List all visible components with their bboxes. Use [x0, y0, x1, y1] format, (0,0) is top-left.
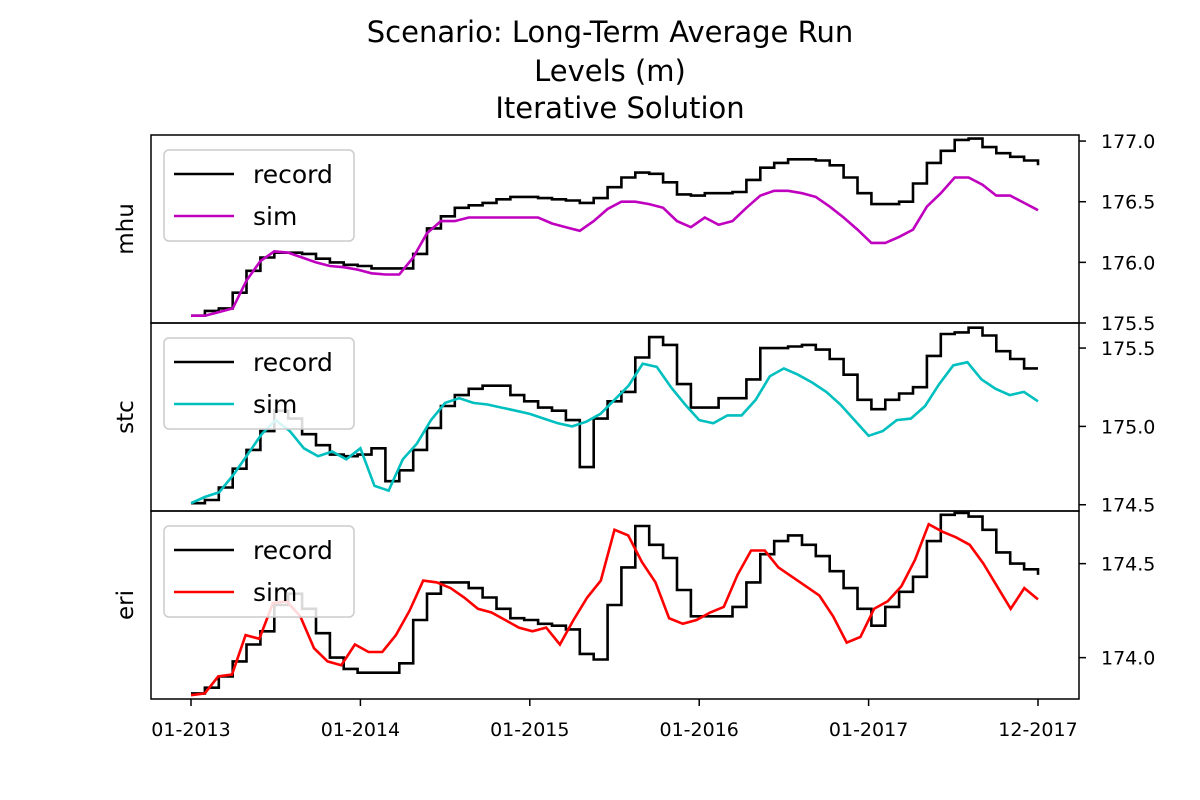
series-eri-sim	[190, 522, 1039, 697]
x-tick-label-0: 01-2013	[151, 719, 230, 741]
series-group-mhu	[191, 137, 1040, 317]
x-axis: 01-2013 01-2014 01-2015 01-2016 01-2017 12-20…	[151, 699, 1078, 741]
title-line-2: Levels (m)	[534, 54, 686, 88]
legend-label-mhu-record: record	[253, 160, 333, 189]
series-mhu-record	[191, 137, 1040, 317]
y-tick-label-eri-0: 174.0	[1101, 648, 1155, 670]
panels: mhu 175.5 176.0 176.5 177.0 record sim stc 174.5…	[113, 131, 1155, 700]
panel-eri: eri 174.0 174.5 record sim	[113, 510, 1155, 700]
x-tick-label-1: 01-2014	[321, 719, 400, 741]
y-tick-label-stc-2: 175.5	[1101, 338, 1155, 360]
series-group-stc	[190, 326, 1039, 505]
legend-label-mhu-sim: sim	[253, 202, 297, 231]
legend-label-stc-record: record	[253, 348, 333, 377]
y-axis-label-eri: eri	[113, 590, 139, 620]
axes-frame-eri	[150, 510, 1080, 700]
x-tick-label-4: 01-2017	[829, 719, 908, 741]
series-stc-sim	[190, 360, 1039, 505]
legend-label-stc-sim: sim	[253, 390, 297, 419]
legend-stc: record sim	[163, 337, 355, 430]
y-tick-label-mhu-3: 177.0	[1101, 131, 1155, 153]
legend-eri: record sim	[163, 525, 355, 618]
y-axis-label-stc: stc	[113, 400, 139, 434]
legend-label-eri-record: record	[253, 536, 333, 565]
legend-label-eri-sim: sim	[253, 578, 297, 607]
chart-title: Scenario: Long-Term Average Run Levels (…	[367, 15, 853, 125]
y-axis-label-mhu: mhu	[113, 203, 139, 255]
title-line-1: Scenario: Long-Term Average Run	[367, 15, 853, 49]
x-tick-label-5: 12-2017	[998, 719, 1077, 741]
panel-stc: stc 174.5 175.0 175.5 record sim	[113, 322, 1155, 517]
y-tick-label-stc-0: 174.5	[1101, 495, 1155, 517]
y-tick-label-stc-1: 175.0	[1101, 416, 1155, 438]
y-tick-label-mhu-0: 175.5	[1101, 313, 1155, 335]
x-tick-label-3: 01-2016	[660, 719, 739, 741]
y-tick-label-mhu-1: 176.0	[1101, 252, 1155, 274]
legend-mhu: record sim	[163, 149, 355, 242]
y-tick-label-eri-1: 174.5	[1101, 554, 1155, 576]
series-stc-record	[191, 326, 1038, 505]
series-group-eri	[190, 511, 1040, 697]
series-mhu-sim	[191, 176, 1039, 317]
y-tick-label-mhu-2: 176.5	[1101, 192, 1155, 214]
title-line-3: Iterative Solution	[495, 91, 744, 125]
x-tick-label-2: 01-2015	[490, 719, 569, 741]
panel-mhu: mhu 175.5 176.0 176.5 177.0 record sim	[113, 131, 1155, 335]
series-eri-record	[191, 511, 1040, 695]
